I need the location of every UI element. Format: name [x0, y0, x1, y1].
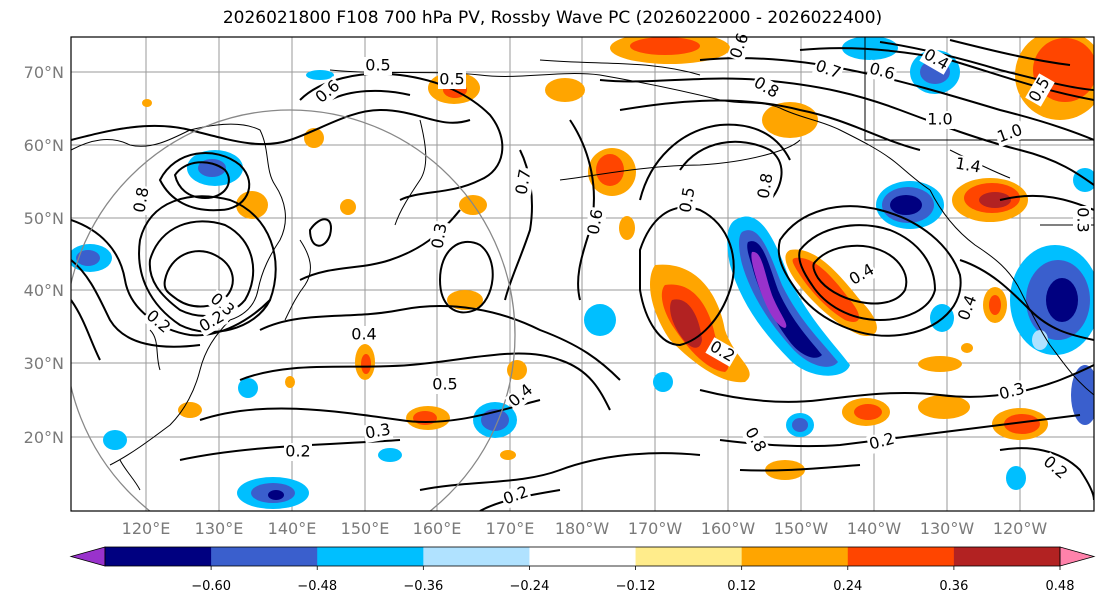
contour-label: 0.5: [675, 186, 698, 214]
contour-label-background: [749, 73, 783, 103]
contour-label-background: [954, 291, 982, 325]
lon-tick-label: 150°W: [774, 519, 829, 538]
shaded-anomalies: [71, 37, 1094, 509]
contour-label-background: [1073, 206, 1091, 234]
contour-label-background: [364, 57, 392, 75]
contour-label-background: [431, 376, 459, 394]
colorbar: −0.60 −0.48 −0.36 −0.24 −0.12 0.12 0.24 0.36 0.4…: [69, 546, 1096, 594]
colorbar-tick-label: 0.36: [939, 579, 968, 594]
contour-label: 0.2: [285, 442, 310, 461]
contour-label-background: [284, 443, 312, 461]
highlight-circle: [71, 109, 516, 511]
colorbar-tick-label: −0.12: [616, 579, 656, 594]
contour-label-background: [866, 59, 898, 85]
colorbar-tick-label: 0.24: [833, 579, 862, 594]
lon-tick-label: 140°W: [847, 519, 902, 538]
contour-label-background: [350, 326, 378, 344]
contour-label: 0.5: [432, 375, 457, 394]
contour-label-background: [438, 71, 466, 89]
contour-label-background: [996, 379, 1028, 405]
contour-label: 0.5: [439, 70, 464, 89]
contour-label-background: [726, 29, 754, 63]
latitude-tick-labels: 70°N 60°N 50°N 40°N 30°N 20°N: [24, 63, 64, 447]
colorbar-tick-label: 0.48: [1046, 579, 1075, 594]
colorbar-tick-label: −0.48: [297, 579, 337, 594]
lon-tick-label: 160°E: [413, 519, 462, 538]
contour-label-background: [141, 306, 175, 338]
map-frame: [70, 36, 1095, 512]
lon-tick-label: 130°W: [920, 519, 975, 538]
contour-label-background: [504, 380, 538, 412]
contour-label-background: [952, 154, 984, 178]
contour-label: 0.8: [753, 172, 776, 200]
colorbar-tick-label: −0.36: [403, 579, 443, 594]
contour-label-background: [919, 45, 953, 75]
lon-tick-label: 140°E: [268, 519, 317, 538]
contour-label-background: [311, 76, 345, 108]
lat-tick-label: 30°N: [24, 354, 64, 373]
contour-label-background: [866, 429, 898, 455]
lon-tick-label: 130°E: [195, 519, 244, 538]
contour-label: 1.0: [927, 110, 952, 129]
contour-label-background: [740, 423, 770, 457]
map-title: 2026021800 F108 700 hPa PV, Rossby Wave …: [222, 8, 883, 28]
lat-tick-label: 20°N: [24, 428, 64, 447]
contour-label-background: [993, 120, 1027, 148]
colorbar-tick-label: −0.24: [510, 579, 550, 594]
colorbar-segment: [635, 547, 743, 566]
longitude-tick-labels: 120°E 130°E 140°E 150°E 160°E 170°E 180°W 170°W…: [122, 519, 1048, 538]
lon-tick-label: 150°E: [341, 519, 390, 538]
lon-tick-label: 120°W: [993, 519, 1048, 538]
contour-label: 0.5: [365, 56, 390, 75]
contour-label-background: [705, 337, 739, 367]
colorbar-extend-high: [1059, 546, 1096, 567]
contour-label: 0.3: [427, 222, 450, 250]
colorbar-tick-label: −0.60: [191, 579, 231, 594]
contour-label: 0.3: [1074, 207, 1093, 232]
contour-label-background: [676, 184, 700, 216]
contour-label-background: [584, 206, 608, 238]
colorbar-extend-low: [69, 546, 106, 567]
lon-tick-label: 160°W: [701, 519, 756, 538]
lat-tick-label: 40°N: [24, 281, 64, 300]
contour-label: 0.7: [511, 168, 534, 196]
lon-tick-label: 120°E: [122, 519, 171, 538]
contour-label-background: [499, 482, 533, 510]
colorbar-segment: [105, 547, 212, 566]
contour-label-background: [130, 184, 154, 216]
colorbar-segment: [847, 547, 955, 566]
colorbar-segment: [741, 547, 849, 566]
contour-label-background: [195, 307, 229, 337]
contour-label-background: [362, 420, 394, 444]
contour-label-background: [512, 166, 536, 198]
contour-label-background: [754, 170, 778, 202]
contour-label-background: [1038, 452, 1072, 484]
contour-label: 0.8: [129, 186, 152, 214]
contour-label: 0.4: [351, 325, 376, 344]
lon-tick-label: 170°E: [486, 519, 535, 538]
contour-label-background: [205, 289, 239, 321]
contour-label: 1.4: [954, 153, 982, 176]
contour-label-background: [926, 111, 954, 129]
lat-tick-label: 70°N: [24, 63, 64, 82]
colorbar-segment: [529, 547, 637, 566]
colorbar-outline: [104, 546, 1061, 567]
colorbar-segment: [423, 547, 530, 566]
colorbar-segment: [953, 547, 1061, 566]
contour-label-background: [811, 56, 845, 84]
contour-label-background: [1025, 73, 1055, 107]
colorbar-tick-label: 0.12: [727, 579, 756, 594]
colorbar-segment: [211, 547, 318, 566]
contour-label-background: [428, 220, 452, 252]
contour-label-background: [845, 260, 879, 290]
contour-label: 0.3: [364, 419, 392, 442]
lat-tick-label: 50°N: [24, 209, 64, 228]
lon-tick-label: 170°W: [628, 519, 683, 538]
colorbar-segment: [317, 547, 424, 566]
lat-tick-label: 60°N: [24, 136, 64, 155]
lon-tick-label: 180°W: [555, 519, 610, 538]
contour-label: 0.6: [583, 208, 606, 236]
